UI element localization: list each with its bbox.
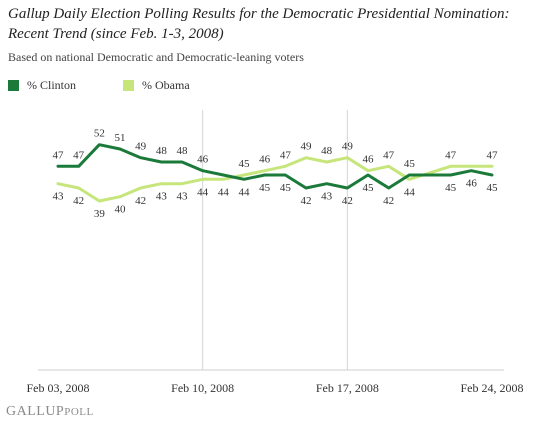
data-label-obama: 46 — [363, 154, 375, 166]
legend: % Clinton % Obama — [8, 78, 234, 95]
data-label-clinton: 48 — [156, 145, 168, 157]
data-label-clinton: 47 — [73, 149, 85, 161]
data-label-clinton: 52 — [94, 128, 105, 140]
data-label-clinton: 45 — [363, 182, 375, 194]
data-label-clinton: 42 — [383, 195, 394, 207]
data-label-clinton: 51 — [115, 132, 126, 144]
data-label-obama: 47 — [383, 149, 395, 161]
data-label-obama: 47 — [445, 149, 457, 161]
data-label-obama: 47 — [487, 149, 499, 161]
data-label-obama: 39 — [94, 208, 106, 220]
logo-suffix: POLL — [64, 406, 94, 418]
data-label-clinton: 43 — [321, 191, 333, 203]
data-label-clinton: 46 — [466, 178, 478, 190]
data-label-clinton: 45 — [280, 182, 292, 194]
x-tick-label: Feb 10, 2008 — [171, 381, 234, 395]
data-label-obama: 43 — [177, 191, 189, 203]
data-label-clinton: 45 — [259, 182, 271, 194]
data-label-obama: 44 — [197, 186, 209, 198]
data-label-obama: 45 — [239, 158, 251, 170]
data-label-obama: 47 — [280, 149, 292, 161]
data-label-clinton: 46 — [197, 154, 209, 166]
chart-title: Gallup Daily Election Polling Results fo… — [8, 6, 510, 42]
data-label-obama: 44 — [218, 186, 230, 198]
legend-swatch-obama — [123, 80, 135, 91]
series-line-clinton — [56, 143, 494, 190]
legend-label-obama: % Obama — [142, 78, 190, 92]
data-label-clinton: 49 — [135, 141, 147, 153]
gallup-poll-logo: GALLUPPOLL — [6, 404, 94, 420]
chart-subtitle: Based on national Democratic and Democra… — [8, 50, 304, 64]
logo-main: GALLUP — [6, 404, 65, 419]
data-label-obama: 43 — [53, 191, 65, 203]
data-label-clinton: 48 — [177, 145, 189, 157]
legend-swatch-clinton — [8, 80, 19, 91]
data-label-obama: 46 — [259, 154, 271, 166]
legend-item-clinton: % Clinton — [8, 78, 76, 93]
data-label-obama: 49 — [342, 141, 354, 153]
data-label-obama: 49 — [301, 141, 313, 153]
x-tick-label: Feb 03, 2008 — [27, 381, 90, 395]
x-tick-label: Feb 24, 2008 — [461, 381, 524, 395]
x-tick-label: Feb 17, 2008 — [316, 381, 379, 395]
data-label-clinton: 45 — [487, 182, 499, 194]
data-label-clinton: 42 — [342, 195, 353, 207]
data-label-obama: 44 — [404, 186, 416, 198]
data-label-obama: 48 — [321, 145, 333, 157]
data-label-clinton: 47 — [53, 149, 65, 161]
legend-item-obama: % Obama — [123, 78, 190, 93]
data-label-obama: 40 — [115, 204, 127, 216]
data-label-clinton: 45 — [404, 158, 416, 170]
data-label-clinton: 42 — [301, 195, 312, 207]
legend-label-clinton: % Clinton — [27, 78, 77, 92]
data-label-clinton: 45 — [445, 182, 457, 194]
data-label-clinton: 44 — [239, 186, 251, 198]
data-label-obama: 42 — [135, 195, 146, 207]
data-label-obama: 43 — [156, 191, 168, 203]
data-label-obama: 42 — [73, 195, 84, 207]
series-line-obama — [56, 156, 494, 203]
